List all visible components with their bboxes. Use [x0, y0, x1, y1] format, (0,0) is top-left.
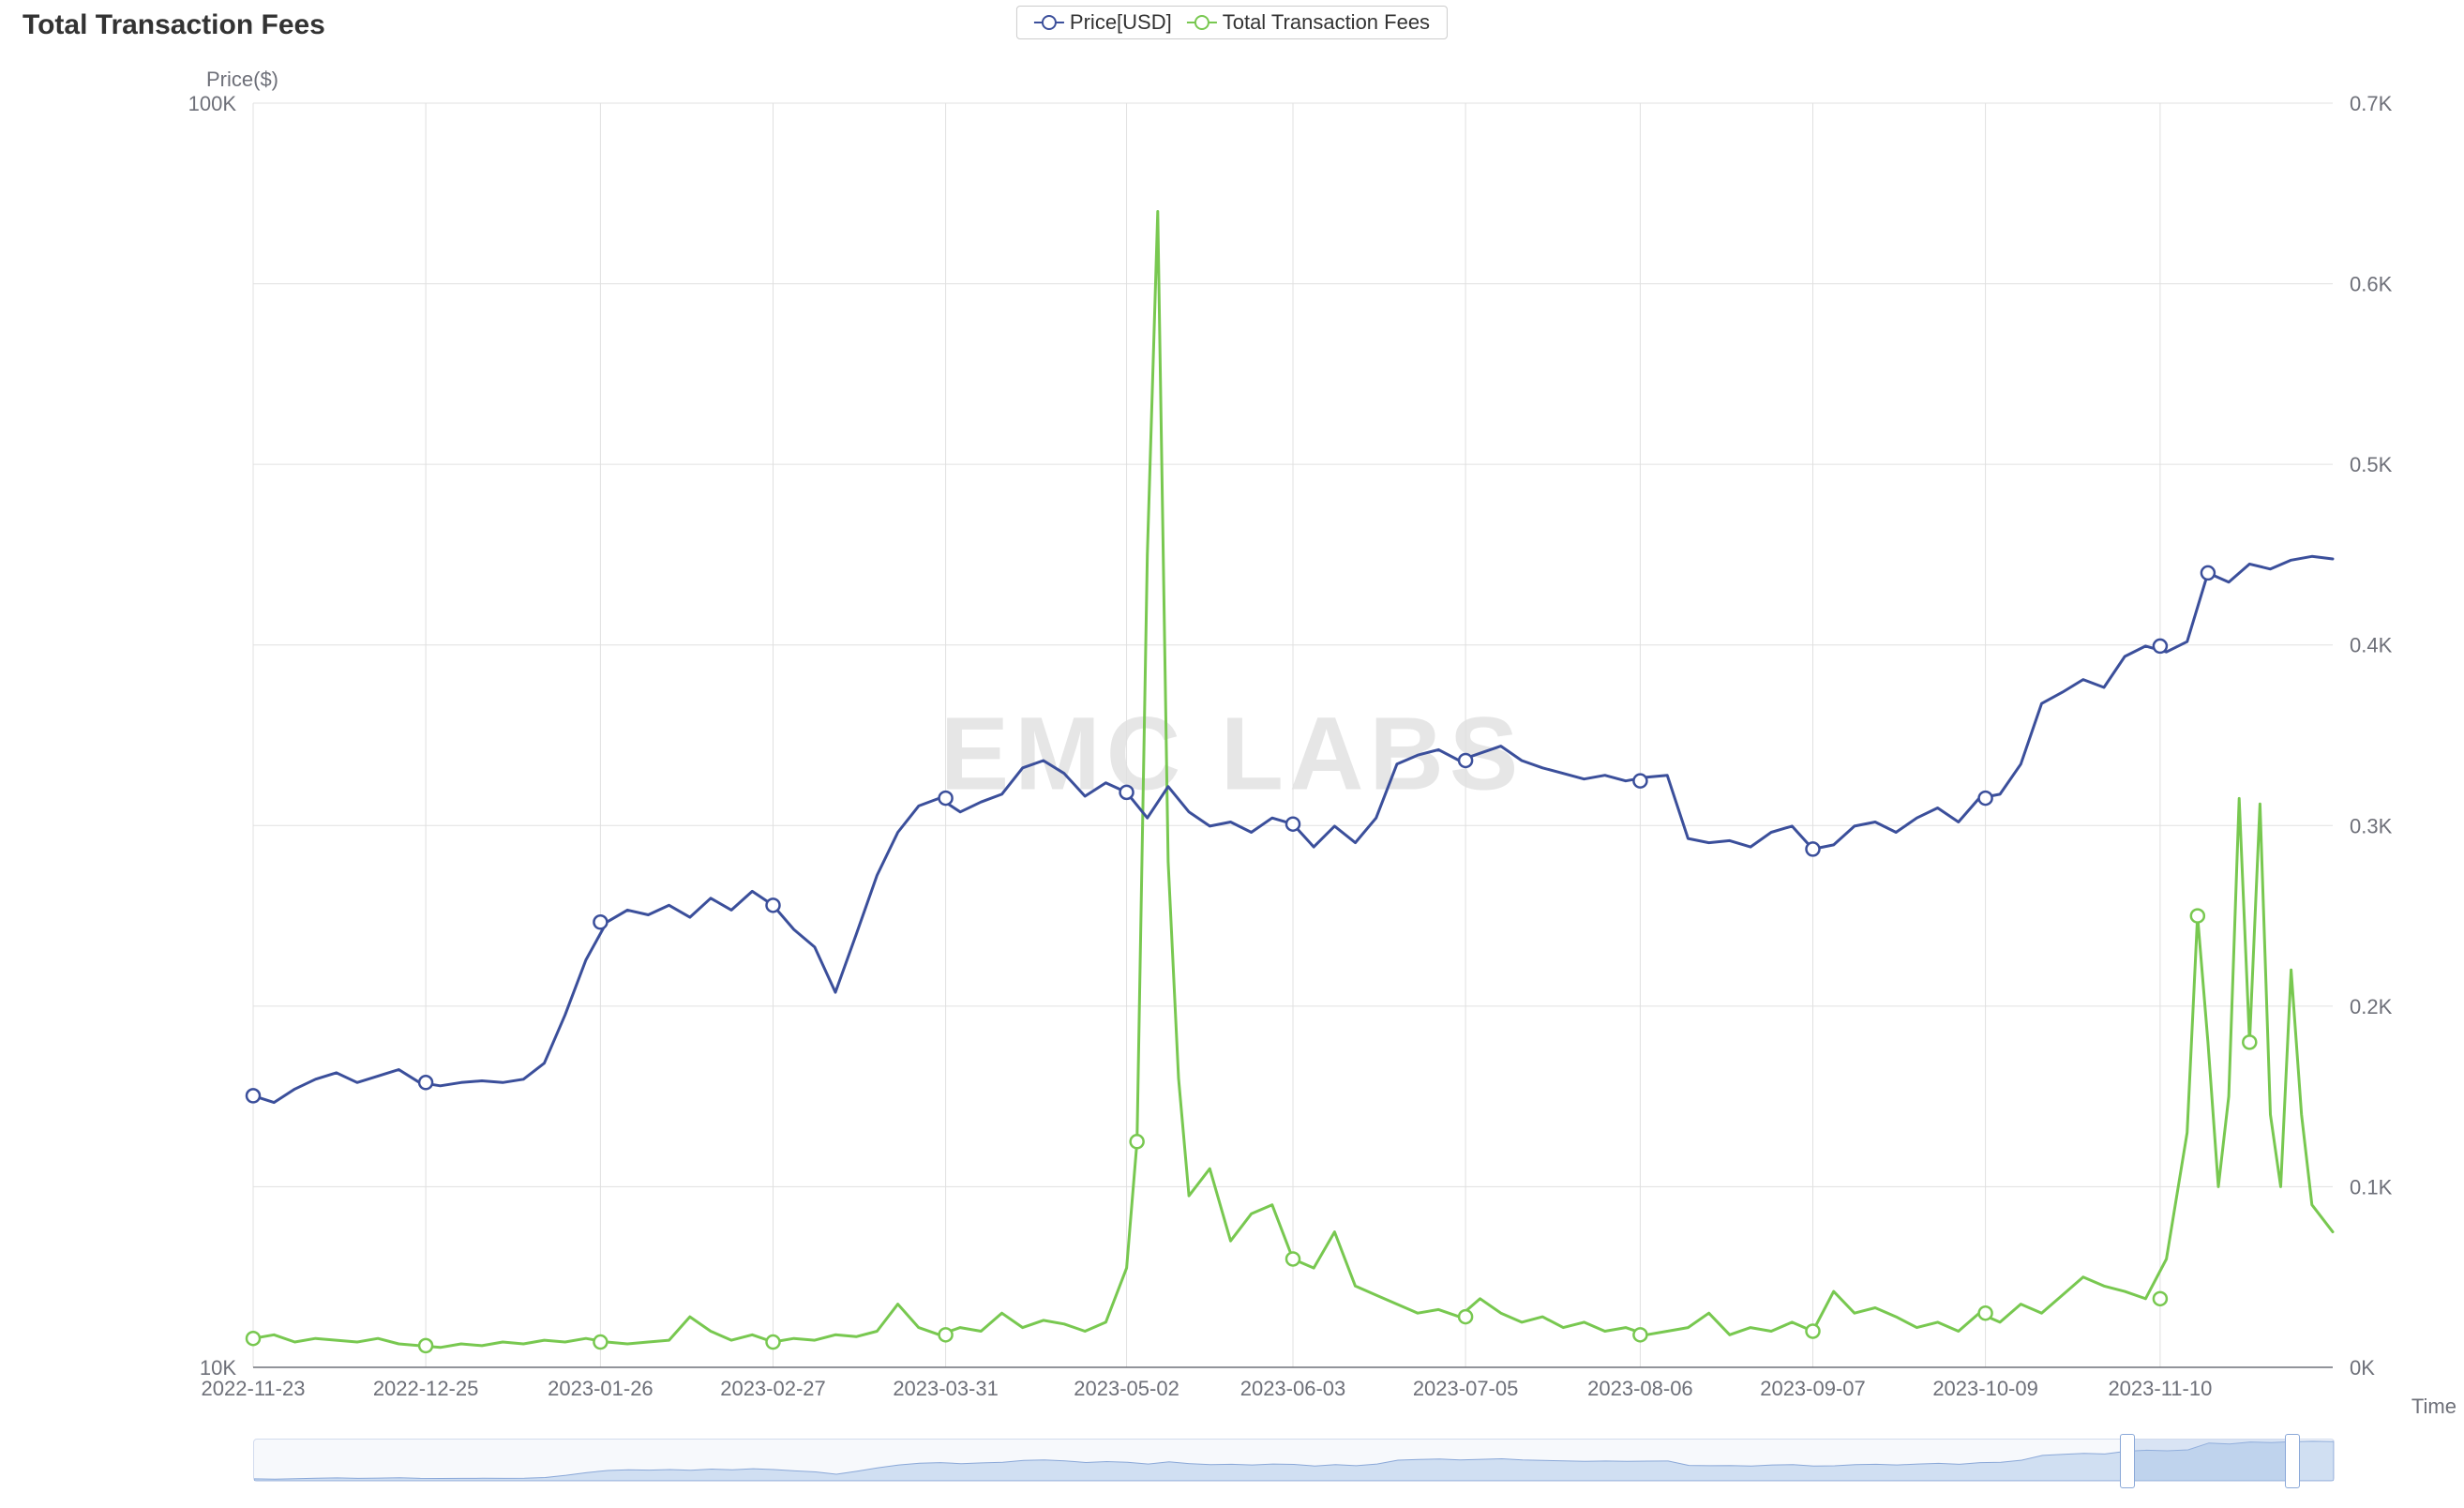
svg-text:2023-03-31: 2023-03-31	[893, 1377, 999, 1400]
fees-marker	[2191, 910, 2204, 923]
price-marker	[767, 898, 780, 912]
fees-marker	[593, 1335, 607, 1349]
brush-mini-chart	[254, 1440, 2334, 1481]
svg-text:2023-07-05: 2023-07-05	[1413, 1377, 1519, 1400]
svg-text:2023-06-03: 2023-06-03	[1240, 1377, 1346, 1400]
price-marker	[1807, 842, 1820, 855]
price-marker	[1633, 775, 1646, 788]
fees-marker	[939, 1328, 953, 1341]
fees-marker	[1979, 1306, 1992, 1320]
time-brush[interactable]	[253, 1439, 2335, 1482]
price-marker	[1286, 818, 1300, 831]
price-marker	[593, 915, 607, 928]
svg-text:10K: 10K	[200, 1356, 236, 1380]
svg-text:2022-11-23: 2022-11-23	[202, 1377, 306, 1400]
fees-marker	[1633, 1328, 1646, 1341]
svg-text:0.5K: 0.5K	[2350, 453, 2393, 476]
fees-marker	[1807, 1324, 1820, 1337]
svg-text:100K: 100K	[188, 92, 237, 115]
price-marker	[247, 1089, 260, 1102]
brush-handle-right[interactable]	[2285, 1434, 2300, 1488]
svg-text:2022-12-25: 2022-12-25	[373, 1377, 479, 1400]
svg-text:2023-10-09: 2023-10-09	[1932, 1377, 2038, 1400]
price-marker	[1459, 754, 1472, 767]
price-marker	[2201, 566, 2215, 580]
price-marker	[1120, 786, 1134, 799]
fees-marker	[419, 1339, 432, 1352]
fees-marker	[2243, 1035, 2256, 1048]
price-marker	[2154, 640, 2167, 653]
svg-text:2023-05-02: 2023-05-02	[1074, 1377, 1179, 1400]
fees-marker	[1131, 1135, 1144, 1148]
svg-text:0.6K: 0.6K	[2350, 273, 2393, 296]
brush-handle-left[interactable]	[2120, 1434, 2135, 1488]
svg-text:0.3K: 0.3K	[2350, 814, 2393, 837]
price-marker	[939, 792, 953, 805]
fees-marker	[1286, 1252, 1300, 1265]
fees-marker	[247, 1332, 260, 1345]
brush-selection[interactable]	[2126, 1440, 2293, 1481]
svg-text:0.7K: 0.7K	[2350, 92, 2393, 115]
svg-text:0.4K: 0.4K	[2350, 634, 2393, 657]
chart-root: Total Transaction Fees Price($) Price[US…	[0, 0, 2464, 1508]
fees-marker	[1459, 1310, 1472, 1323]
svg-text:0K: 0K	[2350, 1356, 2375, 1380]
fees-marker	[767, 1335, 780, 1349]
price-marker	[419, 1076, 432, 1089]
price-marker	[1979, 792, 1992, 805]
chart-plot[interactable]: 2022-11-23 2022-12-25 2023-01-26 2023-02-27…	[0, 0, 2464, 1508]
fees-marker	[2154, 1292, 2167, 1305]
x-axis-title: Time	[2411, 1395, 2456, 1419]
svg-text:2023-08-06: 2023-08-06	[1587, 1377, 1693, 1400]
svg-text:2023-09-07: 2023-09-07	[1760, 1377, 1866, 1400]
svg-text:0.2K: 0.2K	[2350, 995, 2393, 1018]
svg-text:2023-11-10: 2023-11-10	[2108, 1377, 2212, 1400]
svg-text:0.1K: 0.1K	[2350, 1175, 2393, 1199]
svg-text:2023-02-27: 2023-02-27	[720, 1377, 826, 1400]
svg-text:2023-01-26: 2023-01-26	[548, 1377, 654, 1400]
